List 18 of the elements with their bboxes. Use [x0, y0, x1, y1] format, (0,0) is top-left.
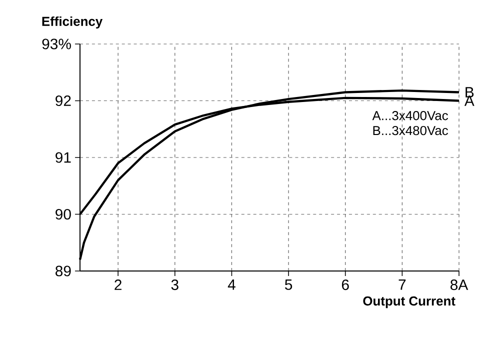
series-label: A	[464, 96, 474, 106]
x-tick-label: 2	[114, 280, 122, 290]
x-axis-title: Output Current	[363, 296, 456, 308]
y-tick-label: 90	[56, 208, 71, 220]
y-tick-label: 91	[56, 152, 71, 163]
annotation: A...3x400Vac	[372, 111, 448, 120]
y-tick-label: 93%	[42, 38, 71, 50]
y-axis-title: Efficiency	[42, 16, 103, 29]
x-tick-label: 6	[342, 280, 349, 290]
series-label: B	[466, 87, 474, 98]
x-tick-label: 7	[398, 280, 406, 290]
annotation: B...3x480Vac	[373, 126, 448, 136]
x-tick-label: 3	[171, 280, 178, 290]
y-tick-label: 92	[56, 95, 71, 106]
x-tick-label: 4	[228, 280, 236, 290]
x-tick-label: 5	[284, 280, 292, 290]
x-tick-label: 8A	[450, 280, 468, 290]
y-tick-label: 89	[56, 266, 71, 276]
